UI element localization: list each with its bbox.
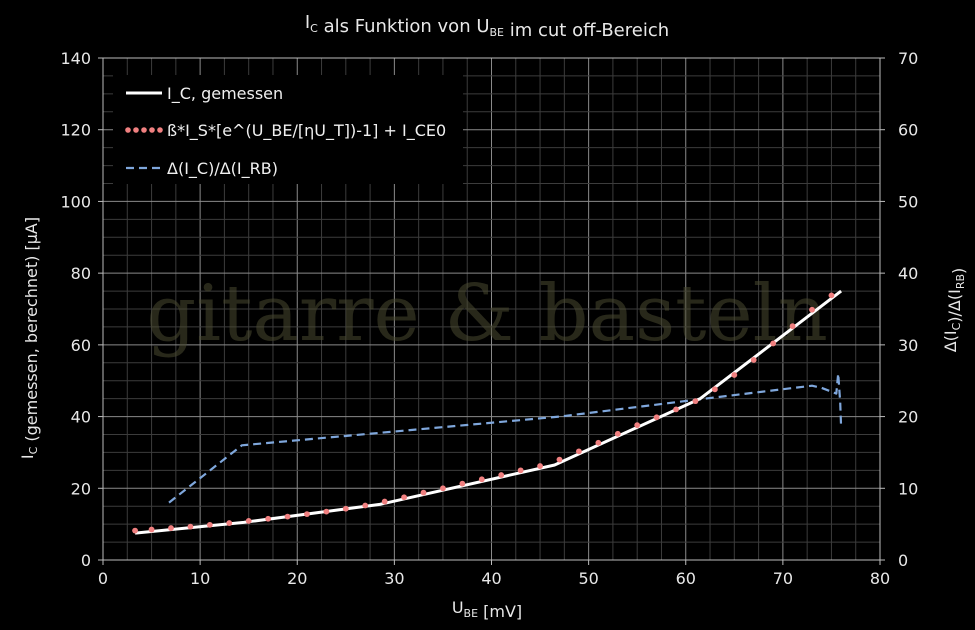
calculated-point [653,414,660,421]
calculated-point [711,386,718,393]
calculated-point [731,372,738,378]
y2-axis-label: Δ(IC)/Δ(IRB) [941,268,968,353]
watermark-text: gitarre & basteln [146,269,828,359]
y-tick-label: 140 [60,49,91,68]
calculated-point [420,489,427,496]
y2-tick-label: 10 [898,479,918,498]
calculated-point [226,520,233,526]
y-tick-label: 100 [60,192,91,211]
calculated-point [401,494,407,501]
calculated-point [187,523,194,530]
calculated-point [132,527,138,534]
calculated-point [245,518,252,524]
x-axis-label: UBE [mV] [452,598,522,621]
y2-tick-label: 70 [898,49,918,68]
calculated-point [478,476,485,483]
y2-tick-label: 30 [898,336,918,355]
legend-entry-label: Δ(I_C)/Δ(I_RB) [167,159,278,179]
x-tick-label: 10 [190,569,210,588]
calculated-point [614,430,621,437]
y2-axis-ticks: 0 10 20 30 40 50 60 70 [880,49,918,570]
calculated-point [517,467,524,474]
y-tick-label: 40 [71,408,91,427]
y-tick-label: 0 [81,551,91,570]
series-line-measured [134,289,843,535]
x-tick-label: 80 [870,569,890,588]
series-line-ratio [168,372,843,504]
calculated-point [440,485,446,492]
y2-tick-label: 20 [898,408,918,427]
y-tick-label: 20 [71,479,91,498]
series-layer [132,289,843,535]
calculated-point [148,526,155,533]
calculated-point [498,472,505,478]
calculated-point [828,292,835,299]
calculated-point [750,357,757,363]
x-tick-label: 30 [384,569,404,588]
calculated-point [342,505,349,512]
calculated-point [284,513,291,520]
calculated-point [634,422,641,429]
legend-box [113,75,463,184]
calculated-point [537,463,543,469]
calculated-point [362,502,369,509]
calculated-point [265,515,272,522]
legend: I_C, gemessen ß*I_S*[e^(U_BE/[ηU_T])-1] +… [113,75,463,184]
x-tick-label: 40 [481,569,501,588]
y-tick-label: 120 [60,121,91,140]
calculated-point [770,340,777,347]
calculated-point [459,480,466,487]
calculated-point [206,521,213,528]
y2-tick-label: 50 [898,192,918,211]
y2-tick-label: 0 [898,551,908,570]
calculated-point [809,306,815,313]
calculated-point [381,498,388,505]
calculated-point [556,456,563,463]
x-tick-label: 60 [676,569,696,588]
x-tick-label: 0 [98,569,108,588]
legend-swatch-calculated [149,127,155,133]
x-axis-ticks: 0 10 20 30 40 50 60 70 80 [98,560,890,588]
calculated-point [304,511,310,518]
x-tick-label: 20 [287,569,307,588]
x-tick-label: 70 [773,569,793,588]
y-axis-label: IC (gemessen, berechnet) [µA] [18,217,41,459]
y2-tick-label: 40 [898,264,918,283]
legend-swatch-calculated [157,127,163,133]
legend-entry-label: ß*I_S*[e^(U_BE/[ηU_T])-1] + I_CE0 [167,121,446,141]
legend-swatch-calculated [133,127,139,133]
calculated-point [576,448,582,455]
y-axis-ticks: 0 20 40 60 80 100 120 140 [60,49,103,570]
chart-title: IC als Funktion von UBE im cut off-Berei… [305,12,669,41]
calculated-point [789,323,796,330]
calculated-point [168,525,174,531]
calculated-point [595,439,602,446]
calculated-point [692,398,699,405]
y2-tick-label: 60 [898,121,918,140]
legend-entry-label: I_C, gemessen [167,84,283,104]
x-tick-label: 50 [578,569,598,588]
legend-swatch-calculated [141,127,147,133]
y-tick-label: 80 [71,264,91,283]
y-tick-label: 60 [71,336,91,355]
calculated-point [673,406,679,413]
legend-swatch-calculated [125,127,131,133]
calculated-point [323,508,330,515]
